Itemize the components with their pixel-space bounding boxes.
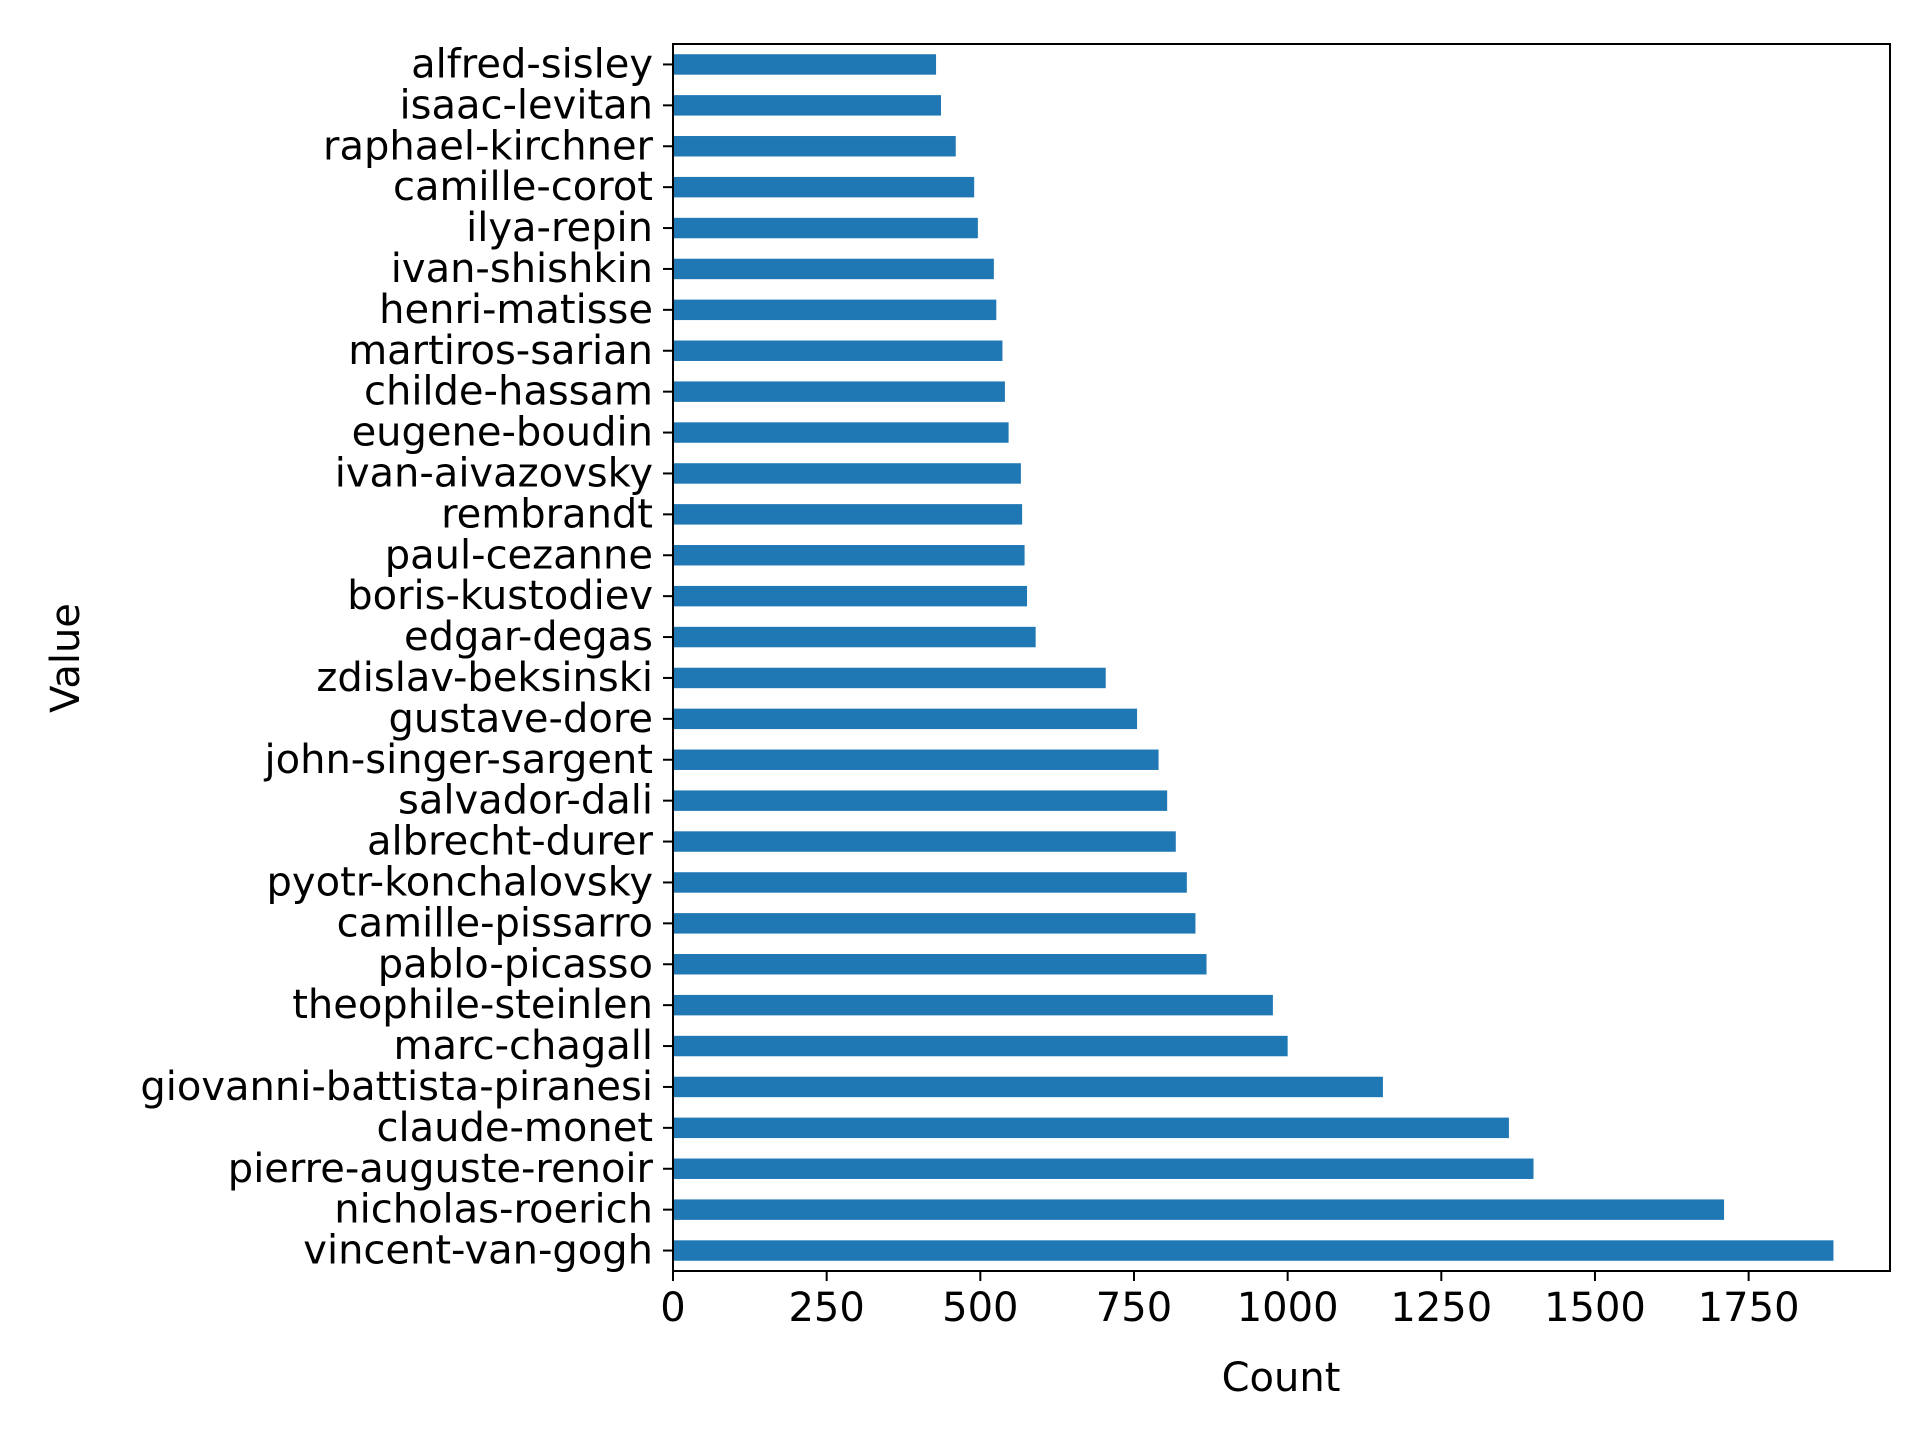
bar-ilya-repin <box>673 217 978 239</box>
bar-rembrandt <box>673 504 1023 525</box>
bar-camille-pissarro <box>673 913 1196 934</box>
x-tick-label: 0 <box>660 1285 685 1331</box>
bar-martiros-sarian <box>673 340 1003 361</box>
bar-alfred-sisley <box>673 54 937 75</box>
y-tick-label: salvador-dali <box>398 778 653 824</box>
bar-albrecht-durer <box>673 831 1176 852</box>
y-tick-label: marc-chagall <box>394 1023 653 1069</box>
y-tick-label: ivan-aivazovsky <box>335 450 653 496</box>
x-tick-label: 750 <box>1096 1285 1172 1331</box>
y-tick-label: rembrandt <box>441 491 653 537</box>
bar-henri-matisse <box>673 299 997 321</box>
y-axis-title: Value <box>43 603 89 713</box>
bar-childe-hassam <box>673 381 1005 402</box>
y-tick-label: edgar-degas <box>404 614 653 660</box>
bar-boris-kustodiev <box>673 585 1028 607</box>
y-tick-label: john-singer-sargent <box>264 737 653 783</box>
bar-pyotr-konchalovsky <box>673 872 1187 893</box>
x-tick-label: 500 <box>942 1285 1018 1331</box>
y-ticks-group: vincent-van-goghnicholas-roerichpierre-a… <box>140 41 673 1274</box>
bar-camille-corot <box>673 176 975 198</box>
plot-frame <box>672 43 1891 1272</box>
bar-theophile-steinlen <box>673 994 1273 1016</box>
y-tick-label: vincent-van-gogh <box>303 1228 653 1274</box>
bar-nicholas-roerich <box>673 1199 1725 1220</box>
y-tick-label: eugene-boudin <box>352 410 653 456</box>
y-tick-label: pyotr-konchalovsky <box>267 859 653 905</box>
y-tick-label: martiros-sarian <box>348 328 653 374</box>
y-tick-label: claude-monet <box>377 1105 653 1151</box>
y-tick-label: gustave-dore <box>388 696 653 742</box>
y-tick-label: raphael-kirchner <box>323 123 654 169</box>
bar-john-singer-sargent <box>673 749 1159 770</box>
x-tick-label: 1750 <box>1698 1285 1800 1331</box>
y-tick-label: camille-corot <box>393 164 653 210</box>
y-tick-label: boris-kustodiev <box>347 573 653 619</box>
bar-claude-monet <box>673 1117 1509 1139</box>
x-tick-label: 1500 <box>1544 1285 1646 1331</box>
bar-marc-chagall <box>673 1035 1288 1057</box>
x-tick-label: 250 <box>788 1285 864 1331</box>
bar-pablo-picasso <box>673 954 1207 975</box>
y-tick-label: henri-matisse <box>379 287 653 333</box>
y-tick-label: giovanni-battista-piranesi <box>140 1064 653 1110</box>
x-ticks-group: 0 250 500 750 1000 1250 1500 1750 <box>660 1271 1800 1331</box>
y-tick-label: zdislav-beksinski <box>316 655 653 701</box>
bar-edgar-degas <box>673 626 1036 648</box>
y-tick-label: paul-cezanne <box>385 532 653 578</box>
bar-eugene-boudin <box>673 422 1009 443</box>
y-tick-label: isaac-levitan <box>400 82 653 128</box>
y-tick-label: ilya-repin <box>466 205 653 251</box>
bar-ivan-aivazovsky <box>673 463 1021 484</box>
bars-group <box>673 54 1834 1261</box>
bar-zdislav-beksinski <box>673 667 1106 689</box>
y-tick-label: theophile-steinlen <box>292 982 653 1028</box>
x-tick-label: 1000 <box>1237 1285 1339 1331</box>
bar-pierre-auguste-renoir <box>673 1158 1534 1179</box>
x-axis-title: Count <box>1222 1355 1341 1401</box>
bar-ivan-shishkin <box>673 258 994 280</box>
y-tick-label: albrecht-durer <box>367 819 654 865</box>
bar-vincent-van-gogh <box>673 1240 1834 1261</box>
y-tick-label: pablo-picasso <box>378 941 653 987</box>
bar-giovanni-battista-piranesi <box>673 1076 1383 1098</box>
y-tick-label: ivan-shishkin <box>391 246 653 292</box>
y-tick-label: childe-hassam <box>364 369 653 415</box>
x-tick-label: 1250 <box>1390 1285 1492 1331</box>
bar-salvador-dali <box>673 790 1168 811</box>
y-tick-label: alfred-sisley <box>411 41 653 87</box>
bar-isaac-levitan <box>673 95 941 116</box>
bar-raphael-kirchner <box>673 136 956 157</box>
y-tick-label: camille-pissarro <box>337 900 653 946</box>
bar-paul-cezanne <box>673 545 1025 566</box>
y-tick-label: nicholas-roerich <box>334 1187 653 1233</box>
bar-gustave-dore <box>673 708 1138 730</box>
y-tick-label: pierre-auguste-renoir <box>228 1146 654 1192</box>
